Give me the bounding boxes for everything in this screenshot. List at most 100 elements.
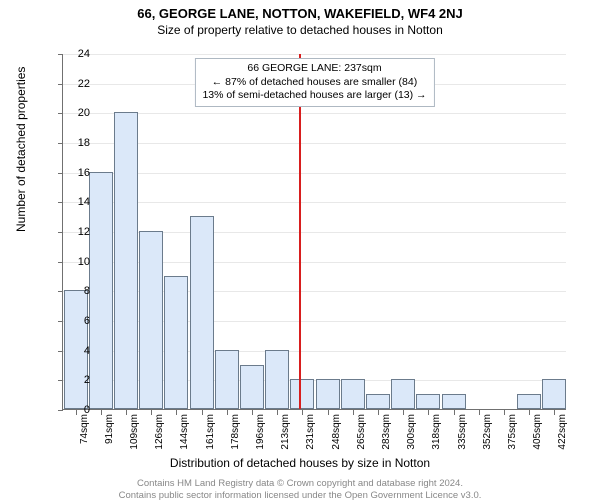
x-tick-label: 161sqm bbox=[205, 414, 216, 450]
x-tick-label: 422sqm bbox=[557, 414, 568, 450]
x-tick bbox=[428, 410, 429, 415]
y-tick bbox=[58, 143, 63, 144]
bar bbox=[517, 394, 541, 409]
x-tick-label: 405sqm bbox=[532, 414, 543, 450]
bar bbox=[240, 365, 264, 410]
page-subtitle: Size of property relative to detached ho… bbox=[0, 23, 600, 37]
x-tick bbox=[504, 410, 505, 415]
y-tick bbox=[58, 351, 63, 352]
x-tick bbox=[454, 410, 455, 415]
y-tick bbox=[58, 410, 63, 411]
y-tick bbox=[58, 321, 63, 322]
x-tick-label: 265sqm bbox=[356, 414, 367, 450]
bar bbox=[265, 350, 289, 409]
x-tick bbox=[554, 410, 555, 415]
gridline bbox=[63, 143, 566, 144]
y-tick-label: 6 bbox=[66, 315, 90, 327]
x-tick bbox=[529, 410, 530, 415]
x-tick bbox=[302, 410, 303, 415]
x-tick-label: 375sqm bbox=[507, 414, 518, 450]
x-tick-label: 318sqm bbox=[431, 414, 442, 450]
y-tick bbox=[58, 202, 63, 203]
bar bbox=[366, 394, 390, 409]
y-tick-label: 0 bbox=[66, 404, 90, 416]
x-tick-label: 178sqm bbox=[230, 414, 241, 450]
bar bbox=[416, 394, 440, 409]
gridline bbox=[63, 113, 566, 114]
bar bbox=[341, 379, 365, 409]
gridline bbox=[63, 202, 566, 203]
y-tick-label: 16 bbox=[66, 167, 90, 179]
annotation-line2: ← 87% of detached houses are smaller (84… bbox=[202, 76, 426, 90]
y-tick-label: 2 bbox=[66, 374, 90, 386]
y-axis-title: Number of detached properties bbox=[14, 67, 28, 232]
chart-area: 74sqm91sqm109sqm126sqm144sqm161sqm178sqm… bbox=[62, 54, 566, 410]
y-tick bbox=[58, 291, 63, 292]
y-tick bbox=[58, 262, 63, 263]
y-tick-label: 24 bbox=[66, 48, 90, 60]
x-tick-label: 283sqm bbox=[381, 414, 392, 450]
y-tick bbox=[58, 173, 63, 174]
attribution: Contains HM Land Registry data © Crown c… bbox=[0, 478, 600, 500]
x-tick-label: 74sqm bbox=[79, 414, 90, 444]
y-tick-label: 12 bbox=[66, 226, 90, 238]
gridline bbox=[63, 54, 566, 55]
x-tick-label: 109sqm bbox=[129, 414, 140, 450]
y-tick-label: 20 bbox=[66, 107, 90, 119]
y-tick bbox=[58, 54, 63, 55]
x-tick bbox=[101, 410, 102, 415]
y-tick-label: 22 bbox=[66, 78, 90, 90]
annotation-box: 66 GEORGE LANE: 237sqm ← 87% of detached… bbox=[194, 58, 434, 107]
bar bbox=[290, 379, 314, 409]
y-tick bbox=[58, 232, 63, 233]
bar bbox=[316, 379, 340, 409]
attribution-line1: Contains HM Land Registry data © Crown c… bbox=[0, 478, 600, 490]
x-tick bbox=[277, 410, 278, 415]
bar bbox=[114, 112, 138, 409]
x-tick-label: 213sqm bbox=[280, 414, 291, 450]
bar bbox=[391, 379, 415, 409]
x-tick bbox=[328, 410, 329, 415]
y-tick-label: 8 bbox=[66, 285, 90, 297]
x-tick-label: 248sqm bbox=[331, 414, 342, 450]
reference-line bbox=[299, 54, 301, 409]
x-tick-label: 231sqm bbox=[305, 414, 316, 450]
y-tick-label: 4 bbox=[66, 345, 90, 357]
x-tick-label: 300sqm bbox=[406, 414, 417, 450]
x-tick bbox=[479, 410, 480, 415]
bar bbox=[442, 394, 466, 409]
x-tick-label: 144sqm bbox=[179, 414, 190, 450]
chart-wrapper: 66, GEORGE LANE, NOTTON, WAKEFIELD, WF4 … bbox=[0, 6, 600, 500]
x-axis-title: Distribution of detached houses by size … bbox=[0, 456, 600, 470]
bar bbox=[215, 350, 239, 409]
y-tick bbox=[58, 84, 63, 85]
x-tick-label: 196sqm bbox=[255, 414, 266, 450]
bar bbox=[139, 231, 163, 409]
y-tick-label: 10 bbox=[66, 256, 90, 268]
annotation-line3: 13% of semi-detached houses are larger (… bbox=[202, 89, 426, 103]
x-tick bbox=[202, 410, 203, 415]
x-tick bbox=[176, 410, 177, 415]
page-title: 66, GEORGE LANE, NOTTON, WAKEFIELD, WF4 … bbox=[0, 6, 600, 21]
x-tick bbox=[353, 410, 354, 415]
x-tick-label: 126sqm bbox=[154, 414, 165, 450]
x-tick-label: 352sqm bbox=[482, 414, 493, 450]
x-tick bbox=[403, 410, 404, 415]
x-tick-label: 335sqm bbox=[457, 414, 468, 450]
x-tick bbox=[126, 410, 127, 415]
y-tick-label: 14 bbox=[66, 196, 90, 208]
x-tick bbox=[227, 410, 228, 415]
gridline bbox=[63, 173, 566, 174]
x-tick bbox=[378, 410, 379, 415]
y-tick bbox=[58, 380, 63, 381]
bar bbox=[542, 379, 566, 409]
y-tick-label: 18 bbox=[66, 137, 90, 149]
bar bbox=[190, 216, 214, 409]
x-tick bbox=[252, 410, 253, 415]
y-tick bbox=[58, 113, 63, 114]
x-tick bbox=[151, 410, 152, 415]
attribution-line2: Contains public sector information licen… bbox=[0, 490, 600, 500]
annotation-line1: 66 GEORGE LANE: 237sqm bbox=[202, 62, 426, 76]
x-tick-label: 91sqm bbox=[104, 414, 115, 444]
bar bbox=[164, 276, 188, 410]
